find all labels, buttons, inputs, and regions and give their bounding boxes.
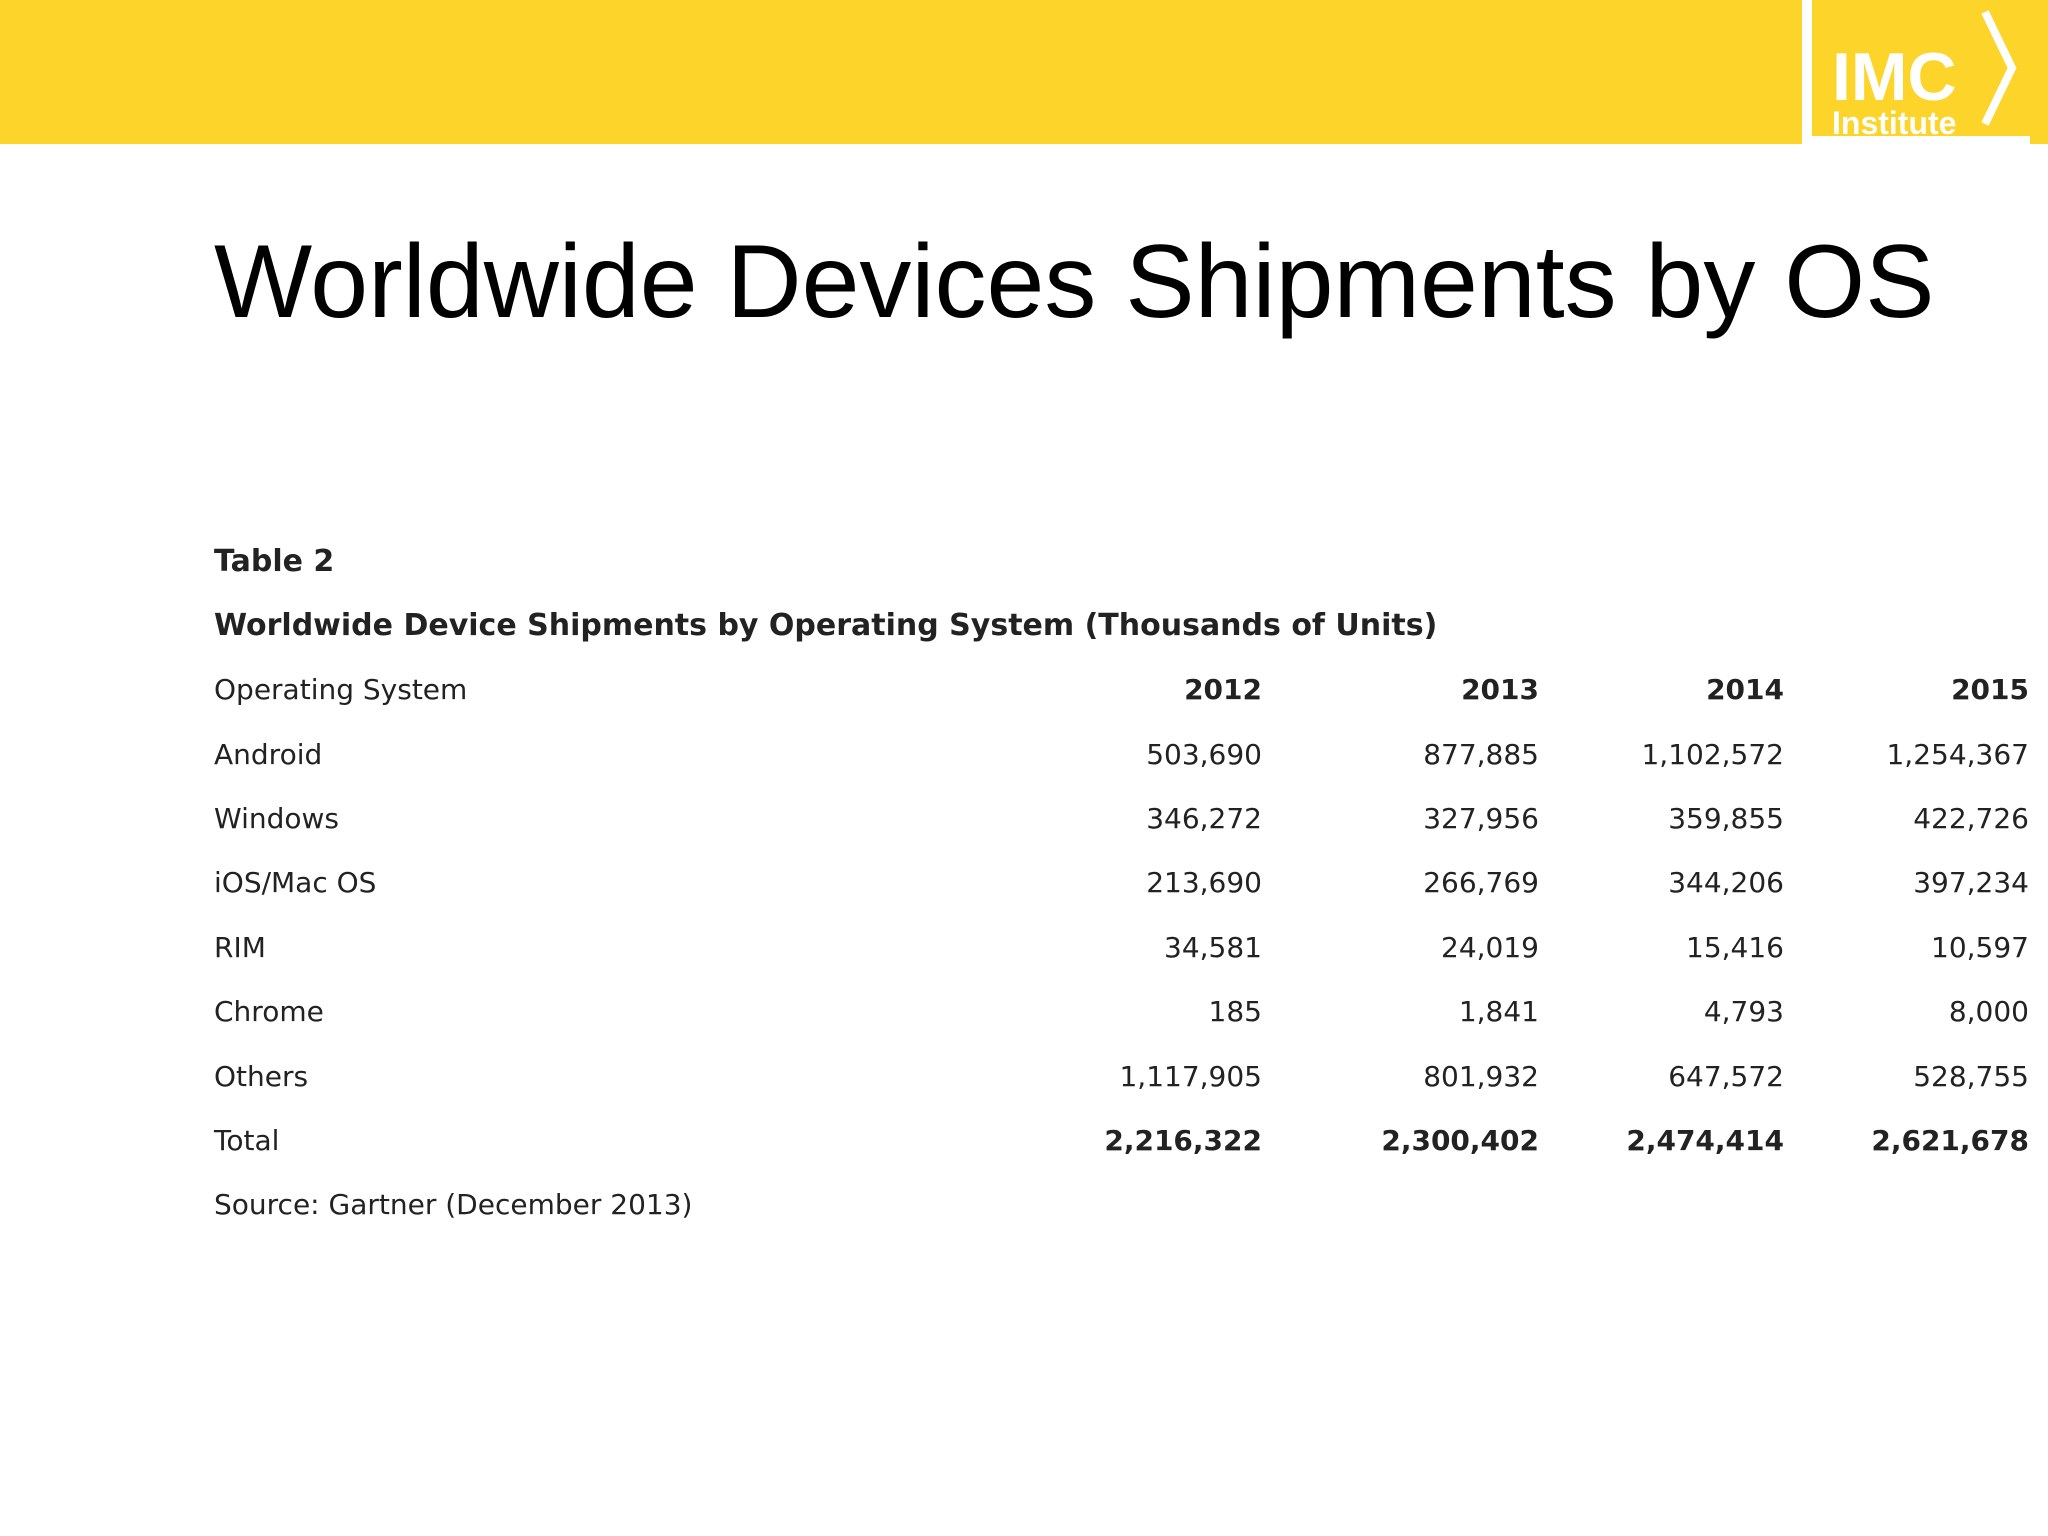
cell-2015: 1,254,367 <box>1886 737 2029 771</box>
cell-2015: 397,234 <box>1913 866 2029 900</box>
cell-2012: 185 <box>1208 995 1262 1029</box>
cell-2014: 359,855 <box>1668 801 1784 835</box>
cell-2013: 266,769 <box>1423 866 1539 900</box>
table-source-note: Source: Gartner (December 2013) <box>214 1188 693 1222</box>
column-header-2012: 2012 <box>1184 673 1262 707</box>
cell-2013: 327,956 <box>1423 801 1539 835</box>
column-header-2013: 2013 <box>1461 673 1539 707</box>
table-label: Table 2 <box>214 544 335 579</box>
row-label: Chrome <box>214 995 324 1029</box>
table-row-total: Total 2,216,322 2,300,402 2,474,414 2,62… <box>214 1109 2029 1173</box>
table-row-others: Others 1,117,905 801,932 647,572 528,755 <box>214 1044 2029 1108</box>
column-header-2014: 2014 <box>1706 673 1784 707</box>
table-row-ios-mac-os: iOS/Mac OS 213,690 266,769 344,206 397,2… <box>214 851 2029 915</box>
cell-2013: 801,932 <box>1423 1059 1539 1093</box>
cell-2012: 213,690 <box>1146 866 1262 900</box>
table-header-row: Operating System 2012 2013 2014 2015 <box>214 658 2029 722</box>
cell-2013: 2,300,402 <box>1381 1123 1539 1157</box>
header-bar <box>0 0 2048 144</box>
cell-2013: 877,885 <box>1423 737 1539 771</box>
row-label: Windows <box>214 801 339 835</box>
column-header-2015: 2015 <box>1951 673 2029 707</box>
logo-text-institute: Institute <box>1832 105 1956 141</box>
logo-text-imc: IMC <box>1832 39 1957 115</box>
cell-2015: 422,726 <box>1913 801 2029 835</box>
cell-2014: 1,102,572 <box>1641 737 1784 771</box>
row-label: Android <box>214 737 323 771</box>
cell-2014: 344,206 <box>1668 866 1784 900</box>
row-label: iOS/Mac OS <box>214 866 377 900</box>
cell-2014: 4,793 <box>1703 995 1784 1029</box>
imc-institute-logo: IMC Institute <box>1802 0 2030 144</box>
table-row-android: Android 503,690 877,885 1,102,572 1,254,… <box>214 722 2029 786</box>
cell-2014: 647,572 <box>1668 1059 1784 1093</box>
cell-2012: 1,117,905 <box>1119 1059 1262 1093</box>
table-caption: Worldwide Device Shipments by Operating … <box>214 608 1438 643</box>
cell-2014: 2,474,414 <box>1626 1123 1784 1157</box>
cell-2012: 2,216,322 <box>1104 1123 1262 1157</box>
cell-2012: 346,272 <box>1146 801 1262 835</box>
cell-2015: 8,000 <box>1948 995 2029 1029</box>
shipments-table: Operating System 2012 2013 2014 2015 And… <box>214 658 2029 1173</box>
cell-2012: 503,690 <box>1146 737 1262 771</box>
shipments-table-figure: Table 2 Worldwide Device Shipments by Op… <box>214 530 2029 1237</box>
table-row-rim: RIM 34,581 24,019 15,416 10,597 <box>214 916 2029 980</box>
logo-mark: IMC Institute <box>1802 0 2030 144</box>
row-label: Total <box>214 1123 280 1157</box>
cell-2013: 24,019 <box>1441 930 1539 964</box>
cell-2015: 10,597 <box>1931 930 2029 964</box>
cell-2014: 15,416 <box>1686 930 1784 964</box>
cell-2015: 2,621,678 <box>1871 1123 2029 1157</box>
table-row-windows: Windows 346,272 327,956 359,855 422,726 <box>214 787 2029 851</box>
column-header-os: Operating System <box>214 673 468 707</box>
cell-2012: 34,581 <box>1164 930 1262 964</box>
table-row-chrome: Chrome 185 1,841 4,793 8,000 <box>214 980 2029 1044</box>
row-label: Others <box>214 1059 309 1093</box>
slide-title: Worldwide Devices Shipments by OS <box>214 224 1935 340</box>
cell-2013: 1,841 <box>1458 995 1539 1029</box>
row-label: RIM <box>214 930 266 964</box>
cell-2015: 528,755 <box>1913 1059 2029 1093</box>
